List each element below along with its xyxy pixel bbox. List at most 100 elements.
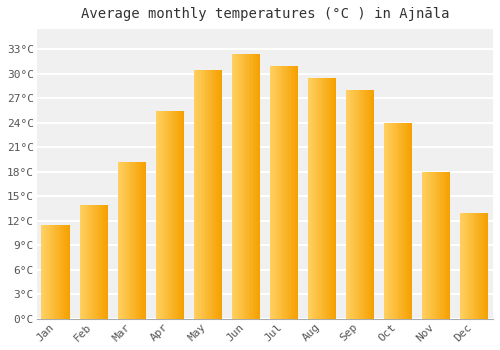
Bar <box>424 172 426 319</box>
Bar <box>433 172 434 319</box>
Bar <box>156 111 157 319</box>
Bar <box>198 70 200 319</box>
Bar <box>180 111 181 319</box>
Bar <box>254 54 256 319</box>
Bar <box>470 213 471 319</box>
Bar <box>53 225 54 319</box>
Bar <box>56 225 57 319</box>
Bar <box>47 225 48 319</box>
Bar <box>234 54 236 319</box>
Bar <box>429 172 430 319</box>
Bar <box>212 70 214 319</box>
Bar <box>428 172 429 319</box>
Bar <box>130 162 132 319</box>
Bar <box>43 225 44 319</box>
Bar <box>129 162 130 319</box>
Bar <box>204 70 205 319</box>
Bar <box>86 205 88 319</box>
Bar <box>400 123 401 319</box>
Bar <box>178 111 180 319</box>
Bar <box>330 78 332 319</box>
Bar <box>84 205 85 319</box>
Bar <box>286 66 287 319</box>
Bar <box>438 172 439 319</box>
Bar <box>360 90 362 319</box>
Bar <box>58 225 60 319</box>
Bar <box>318 78 319 319</box>
Bar <box>166 111 167 319</box>
Bar <box>250 54 252 319</box>
Bar <box>133 162 134 319</box>
Bar <box>480 213 481 319</box>
Bar <box>232 54 233 319</box>
Bar <box>181 111 182 319</box>
Bar <box>91 205 92 319</box>
Bar <box>320 78 322 319</box>
Bar <box>216 70 218 319</box>
Bar <box>329 78 330 319</box>
Bar <box>68 225 70 319</box>
Bar <box>142 162 143 319</box>
Bar <box>308 78 309 319</box>
Bar <box>158 111 160 319</box>
Bar <box>136 162 138 319</box>
Bar <box>312 78 314 319</box>
Bar <box>423 172 424 319</box>
Bar <box>363 90 364 319</box>
Bar <box>246 54 248 319</box>
Bar <box>310 78 312 319</box>
Bar <box>122 162 123 319</box>
Bar <box>284 66 286 319</box>
Bar <box>422 172 423 319</box>
Bar <box>48 225 50 319</box>
Bar <box>238 54 240 319</box>
Bar <box>358 90 360 319</box>
Bar <box>328 78 329 319</box>
Bar <box>334 78 335 319</box>
Bar <box>394 123 395 319</box>
Bar <box>98 205 100 319</box>
Bar <box>434 172 436 319</box>
Bar <box>176 111 177 319</box>
Bar <box>272 66 274 319</box>
Bar <box>411 123 412 319</box>
Bar <box>396 123 398 319</box>
Bar <box>484 213 486 319</box>
Bar <box>440 172 442 319</box>
Bar <box>390 123 391 319</box>
Bar <box>128 162 129 319</box>
Bar <box>80 205 81 319</box>
Bar <box>44 225 46 319</box>
Bar <box>52 225 53 319</box>
Bar <box>357 90 358 319</box>
Bar <box>461 213 462 319</box>
Bar <box>466 213 467 319</box>
Bar <box>352 90 353 319</box>
Bar <box>471 213 472 319</box>
Bar <box>410 123 411 319</box>
Bar <box>196 70 198 319</box>
Bar <box>350 90 352 319</box>
Bar <box>195 70 196 319</box>
Bar <box>94 205 95 319</box>
Bar <box>482 213 484 319</box>
Bar <box>140 162 142 319</box>
Bar <box>446 172 448 319</box>
Bar <box>233 54 234 319</box>
Bar <box>288 66 290 319</box>
Bar <box>218 70 220 319</box>
Bar <box>271 66 272 319</box>
Bar <box>432 172 433 319</box>
Bar <box>322 78 324 319</box>
Bar <box>252 54 253 319</box>
Bar <box>236 54 238 319</box>
Bar <box>353 90 354 319</box>
Bar <box>398 123 400 319</box>
Bar <box>66 225 67 319</box>
Bar <box>325 78 326 319</box>
Bar <box>215 70 216 319</box>
Bar <box>362 90 363 319</box>
Bar <box>174 111 176 319</box>
Bar <box>258 54 260 319</box>
Bar <box>64 225 66 319</box>
